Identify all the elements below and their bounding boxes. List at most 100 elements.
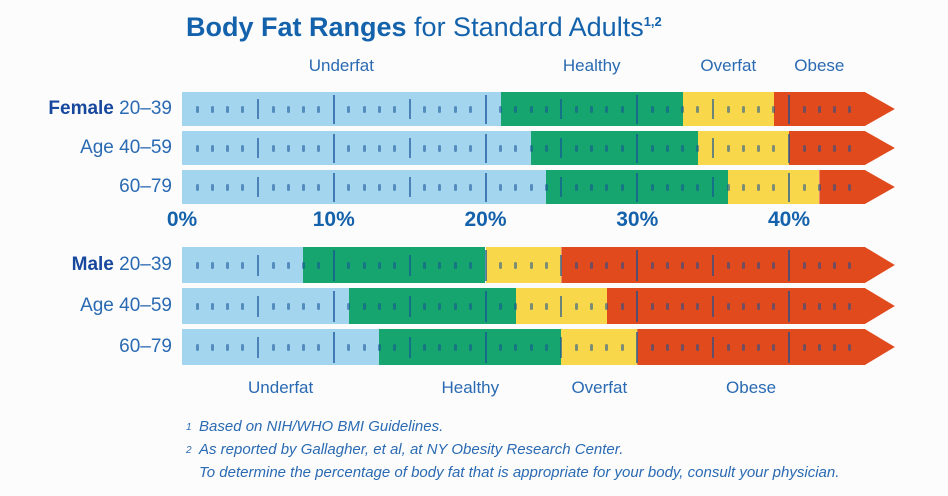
tick-minor bbox=[499, 106, 502, 113]
tick-minor bbox=[499, 344, 502, 351]
tick-minor bbox=[833, 184, 836, 191]
tick-minor bbox=[530, 184, 533, 191]
row-label-prefix: Age bbox=[80, 137, 120, 158]
tick-minor bbox=[317, 344, 320, 351]
tick-minor bbox=[438, 344, 441, 351]
tick-minor bbox=[833, 262, 836, 269]
tick-major bbox=[333, 332, 335, 363]
tick-major bbox=[485, 173, 487, 202]
tick-minor bbox=[272, 344, 275, 351]
tick-major bbox=[257, 99, 259, 119]
tick-minor bbox=[590, 303, 593, 310]
tick-minor bbox=[727, 145, 730, 152]
tick-major bbox=[409, 99, 411, 119]
row-label-age: 20–39 bbox=[119, 98, 172, 119]
tick-minor bbox=[241, 184, 244, 191]
axis-label-0%: 0% bbox=[166, 208, 198, 231]
tick-minor bbox=[848, 184, 851, 191]
tick-major bbox=[788, 95, 790, 124]
tick-minor bbox=[347, 303, 350, 310]
tick-minor bbox=[696, 344, 699, 351]
tick-minor bbox=[818, 344, 821, 351]
tick-minor bbox=[196, 145, 199, 152]
tick-minor bbox=[818, 303, 821, 310]
tick-minor bbox=[226, 262, 229, 269]
category-top-obese: Obese bbox=[794, 56, 845, 75]
tick-minor bbox=[226, 344, 229, 351]
footnote-1-superscript: 1 bbox=[186, 422, 192, 433]
tick-minor bbox=[757, 262, 760, 269]
footnote-1-text: Based on NIH/WHO BMI Guidelines. bbox=[199, 418, 444, 435]
tick-minor bbox=[196, 344, 199, 351]
bar-male-60–79 bbox=[182, 329, 895, 365]
tick-minor bbox=[378, 303, 381, 310]
tick-minor bbox=[666, 303, 669, 310]
tick-major bbox=[712, 138, 714, 158]
tick-minor bbox=[590, 106, 593, 113]
tick-minor bbox=[226, 184, 229, 191]
tick-minor bbox=[696, 262, 699, 269]
category-bottom-underfat: Underfat bbox=[248, 378, 314, 397]
tick-major bbox=[485, 250, 487, 281]
tick-minor bbox=[196, 184, 199, 191]
segment-obese bbox=[819, 170, 895, 204]
tick-minor bbox=[803, 344, 806, 351]
tick-minor bbox=[514, 344, 517, 351]
tick-major bbox=[636, 250, 638, 281]
tick-minor bbox=[393, 106, 396, 113]
tick-major bbox=[788, 291, 790, 322]
tick-minor bbox=[423, 145, 426, 152]
tick-major bbox=[560, 337, 562, 358]
tick-minor bbox=[651, 184, 654, 191]
category-top-overfat: Overfat bbox=[700, 56, 757, 75]
tick-minor bbox=[378, 184, 381, 191]
tick-minor bbox=[621, 344, 624, 351]
tick-minor bbox=[666, 262, 669, 269]
tick-minor bbox=[818, 145, 821, 152]
tick-minor bbox=[499, 262, 502, 269]
tick-minor bbox=[575, 106, 578, 113]
tick-minor bbox=[545, 184, 548, 191]
tick-minor bbox=[757, 344, 760, 351]
tick-major bbox=[409, 177, 411, 197]
tick-minor bbox=[317, 145, 320, 152]
tick-minor bbox=[302, 344, 305, 351]
tick-minor bbox=[514, 184, 517, 191]
tick-major bbox=[788, 250, 790, 281]
chart-title: Body Fat Ranges for Standard Adults1,2 bbox=[186, 12, 662, 43]
tick-minor bbox=[621, 303, 624, 310]
footnote-1: 1 Based on NIH/WHO BMI Guidelines. bbox=[186, 416, 946, 439]
tick-minor bbox=[302, 262, 305, 269]
segment-obese bbox=[637, 329, 895, 365]
tick-minor bbox=[605, 145, 608, 152]
tick-minor bbox=[575, 145, 578, 152]
tick-minor bbox=[651, 145, 654, 152]
tick-minor bbox=[651, 344, 654, 351]
tick-minor bbox=[545, 344, 548, 351]
tick-minor bbox=[848, 106, 851, 113]
axis-label-40%: 40% bbox=[767, 208, 811, 231]
tick-minor bbox=[347, 344, 350, 351]
tick-major bbox=[560, 138, 562, 158]
tick-minor bbox=[681, 145, 684, 152]
tick-minor bbox=[363, 303, 366, 310]
tick-minor bbox=[272, 184, 275, 191]
tick-minor bbox=[696, 303, 699, 310]
tick-major bbox=[409, 255, 411, 276]
tick-minor bbox=[621, 262, 624, 269]
tick-minor bbox=[423, 262, 426, 269]
tick-minor bbox=[378, 106, 381, 113]
tick-minor bbox=[803, 262, 806, 269]
tick-minor bbox=[241, 303, 244, 310]
tick-minor bbox=[848, 303, 851, 310]
segment-underfat bbox=[182, 92, 501, 126]
tick-minor bbox=[681, 262, 684, 269]
tick-minor bbox=[742, 145, 745, 152]
footnote-3-text: To determine the percentage of body fat … bbox=[199, 464, 840, 481]
footnote-2-text: As reported by Gallagher, et al, at NY O… bbox=[199, 441, 624, 458]
tick-minor bbox=[545, 262, 548, 269]
tick-minor bbox=[772, 106, 775, 113]
tick-minor bbox=[514, 106, 517, 113]
tick-minor bbox=[226, 145, 229, 152]
tick-minor bbox=[545, 106, 548, 113]
